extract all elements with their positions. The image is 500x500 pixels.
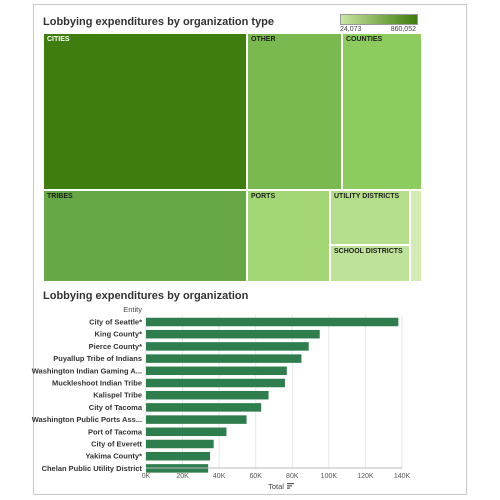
bar-category-label: Kalispel Tribe (93, 391, 142, 400)
bar-category-label: Port of Tacoma (88, 427, 143, 436)
treemap-cell-school-districts[interactable]: SCHOOL DISTRICTS (330, 245, 410, 282)
x-tick-label: 0K (142, 473, 151, 480)
bar[interactable] (146, 403, 262, 412)
bar[interactable] (146, 378, 285, 388)
color-legend-gradient (340, 14, 418, 25)
bar-category-label: King County* (95, 330, 143, 339)
bar[interactable] (146, 329, 320, 339)
color-legend-max: 860,052 (390, 26, 416, 33)
bar[interactable] (146, 366, 287, 376)
x-tick-label: 40K (213, 473, 226, 480)
x-tick-label: 80K (286, 473, 299, 480)
bar-category-label: City of Seattle* (89, 318, 142, 327)
treemap-cell-ports[interactable]: PORTS (247, 190, 330, 282)
bar[interactable] (146, 342, 309, 351)
bar-category-label: Puyallup Tribe of Indians (53, 354, 142, 363)
bar[interactable] (146, 415, 247, 424)
x-tick-label: 60K (249, 473, 262, 480)
bar-category-label: Yakima County* (85, 452, 142, 461)
bar[interactable] (146, 390, 269, 400)
treemap-cell-tribes[interactable]: TRIBES (43, 190, 247, 282)
treemap-cell-counties[interactable]: COUNTIES (342, 33, 422, 190)
bar[interactable] (146, 317, 399, 327)
treemap-cell-unlabeled[interactable] (410, 190, 422, 282)
bar[interactable] (146, 439, 214, 449)
bar-chart-title: Lobbying expenditures by organization (43, 290, 249, 302)
bar-category-label: Muckleshoot Indian Tribe (52, 379, 142, 388)
bar-category-label: Pierce County* (89, 342, 142, 351)
sort-icon[interactable] (287, 483, 294, 489)
x-tick-label: 140K (394, 473, 411, 480)
bar-category-label: Washington Indian Gaming A... (32, 366, 142, 375)
x-tick-label: 20K (176, 473, 189, 480)
bar-category-label: Chelan Public Utility District (42, 464, 143, 473)
x-tick-label: 120K (357, 473, 374, 480)
bar-category-label: Washington Public Ports Ass... (32, 415, 142, 424)
x-axis-title: Total (268, 482, 284, 491)
bar-category-label: City of Everett (91, 440, 142, 449)
bar[interactable] (146, 451, 210, 461)
treemap-cell-cities[interactable]: CITIES (43, 33, 247, 190)
bar-category-label: City of Tacoma (89, 403, 143, 412)
treemap-cell-other[interactable]: OTHER (247, 33, 342, 190)
y-axis-title: Entity (123, 305, 142, 314)
bar[interactable] (146, 354, 302, 363)
bar[interactable] (146, 427, 227, 437)
treemap-title: Lobbying expenditures by organization ty… (43, 16, 275, 28)
color-legend-min: 24,073 (340, 26, 362, 33)
treemap-cell-utility-districts[interactable]: UTILITY DISTRICTS (330, 190, 410, 245)
color-legend: 24,073 860,052 (340, 14, 418, 33)
treemap: CITIES OTHER COUNTIES TRIBES PORTS UTILITY DI… (43, 33, 422, 282)
x-tick-label: 100K (321, 473, 338, 480)
